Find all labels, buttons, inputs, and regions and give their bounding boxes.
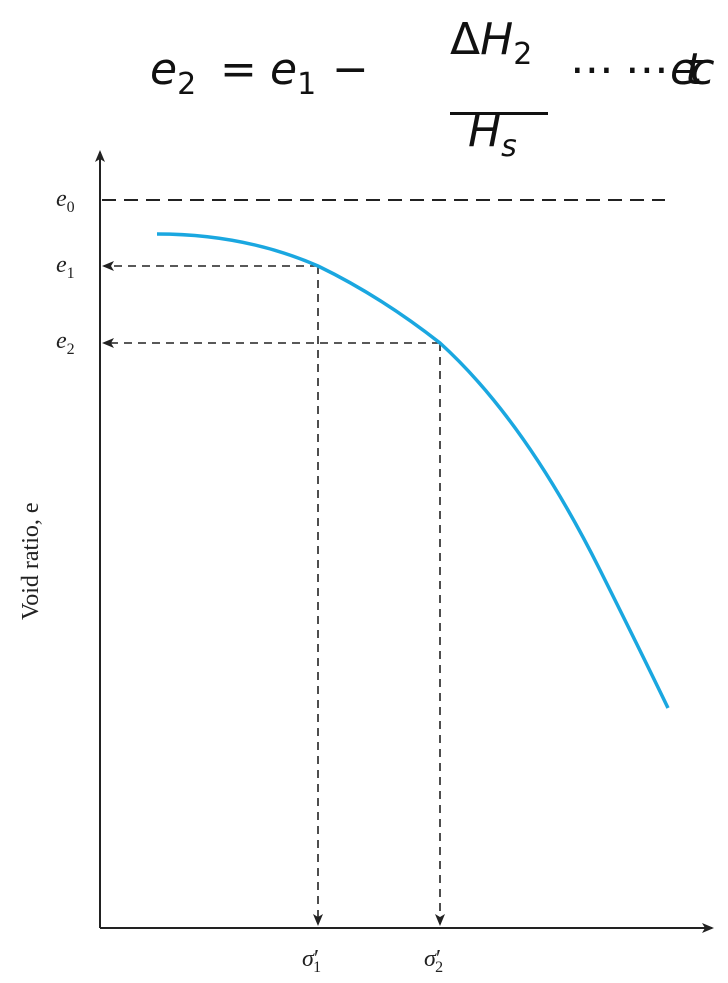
fraction-bar (450, 112, 548, 115)
y-axis-title: Void ratio, e (18, 502, 44, 620)
equation-rhs-var: e (270, 44, 298, 95)
equation: e2 = e1 − ΔH2 Hs ⋯ ⋯ etc . (150, 14, 714, 170)
equation-rhs-sub: 1 (297, 67, 317, 102)
equation-denominator: Hs (468, 106, 517, 164)
equation-dots-b: ⋯ (625, 44, 669, 95)
equation-rhs-term: e1 (270, 44, 316, 102)
equation-numerator-sub: 2 (513, 37, 533, 72)
equation-numerator-var: H (480, 14, 514, 65)
equation-numerator: ΔH2 (450, 14, 532, 72)
equation-period: . (690, 44, 704, 95)
equation-denominator-sub: s (501, 129, 517, 164)
equation-lhs-var: e (150, 44, 178, 95)
equation-dots-a: ⋯ (570, 44, 614, 95)
equation-delta: Δ (450, 14, 481, 65)
equation-minus: − (332, 44, 369, 95)
compression-curve (156, 232, 670, 709)
level-label-e1: e1 (56, 252, 75, 282)
equation-equals: = (220, 44, 257, 95)
stress-label-sigma1: σ′1 (302, 946, 321, 976)
equation-denominator-var: H (468, 106, 502, 157)
level-label-e2: e2 (56, 328, 75, 358)
stress-label-sigma2: σ′2 (424, 946, 443, 976)
equation-lhs: e2 (150, 44, 196, 102)
level-label-e0: e0 (56, 186, 75, 216)
equation-lhs-sub: 2 (177, 67, 197, 102)
